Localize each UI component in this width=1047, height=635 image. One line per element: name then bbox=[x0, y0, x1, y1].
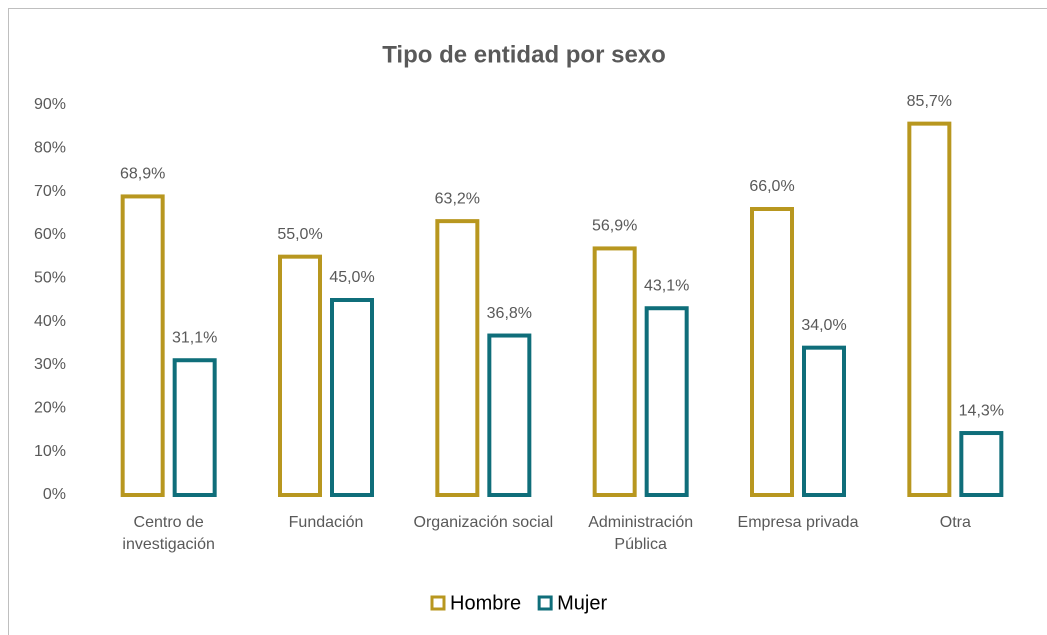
x-tick-label: Fundación bbox=[288, 514, 364, 531]
data-label: 14,3% bbox=[959, 402, 1004, 419]
data-label: 63,2% bbox=[435, 190, 480, 207]
x-tick-label: Otra bbox=[939, 514, 971, 531]
bar bbox=[802, 345, 846, 497]
y-tick-label: 0% bbox=[43, 486, 66, 503]
legend-label: Hombre bbox=[450, 592, 521, 614]
data-label: 55,0% bbox=[277, 226, 322, 243]
bar bbox=[172, 358, 217, 497]
data-label: 36,8% bbox=[487, 305, 532, 322]
bar bbox=[278, 254, 322, 497]
bar bbox=[750, 207, 794, 497]
bar bbox=[644, 306, 689, 497]
data-label: 45,0% bbox=[329, 269, 374, 286]
legend-label: Mujer bbox=[557, 592, 607, 614]
y-tick-label: 70% bbox=[34, 183, 66, 200]
data-label: 56,9% bbox=[592, 218, 637, 235]
y-tick-label: 10% bbox=[34, 443, 66, 460]
y-tick-label: 40% bbox=[34, 313, 66, 330]
bar bbox=[330, 298, 374, 497]
chart-title: Tipo de entidad por sexo bbox=[382, 41, 666, 68]
legend-swatch bbox=[430, 595, 446, 611]
bar bbox=[120, 194, 165, 498]
y-tick-label: 20% bbox=[34, 400, 66, 417]
legend-swatch bbox=[537, 595, 553, 611]
x-tick-label: Centro de investigación bbox=[122, 514, 215, 553]
y-tick-label: 60% bbox=[34, 226, 66, 243]
bar bbox=[487, 333, 532, 497]
y-tick-label: 50% bbox=[34, 270, 66, 287]
y-tick-label: 80% bbox=[34, 140, 66, 157]
bar bbox=[435, 219, 480, 497]
data-label: 43,1% bbox=[644, 277, 689, 294]
data-label: 85,7% bbox=[907, 93, 952, 110]
chart-border bbox=[8, 8, 1047, 635]
x-tick-label: Empresa privada bbox=[737, 514, 859, 531]
bar bbox=[592, 246, 637, 497]
x-tick-label: Organización social bbox=[413, 514, 554, 531]
data-label: 34,0% bbox=[801, 317, 846, 334]
data-label: 66,0% bbox=[749, 178, 794, 195]
bar bbox=[907, 121, 952, 497]
y-tick-label: 90% bbox=[34, 96, 66, 113]
x-tick-label: Administración Pública bbox=[588, 514, 694, 553]
data-label: 31,1% bbox=[172, 329, 217, 346]
y-tick-label: 30% bbox=[34, 356, 66, 373]
data-label: 68,9% bbox=[120, 166, 165, 183]
bar bbox=[959, 431, 1004, 497]
